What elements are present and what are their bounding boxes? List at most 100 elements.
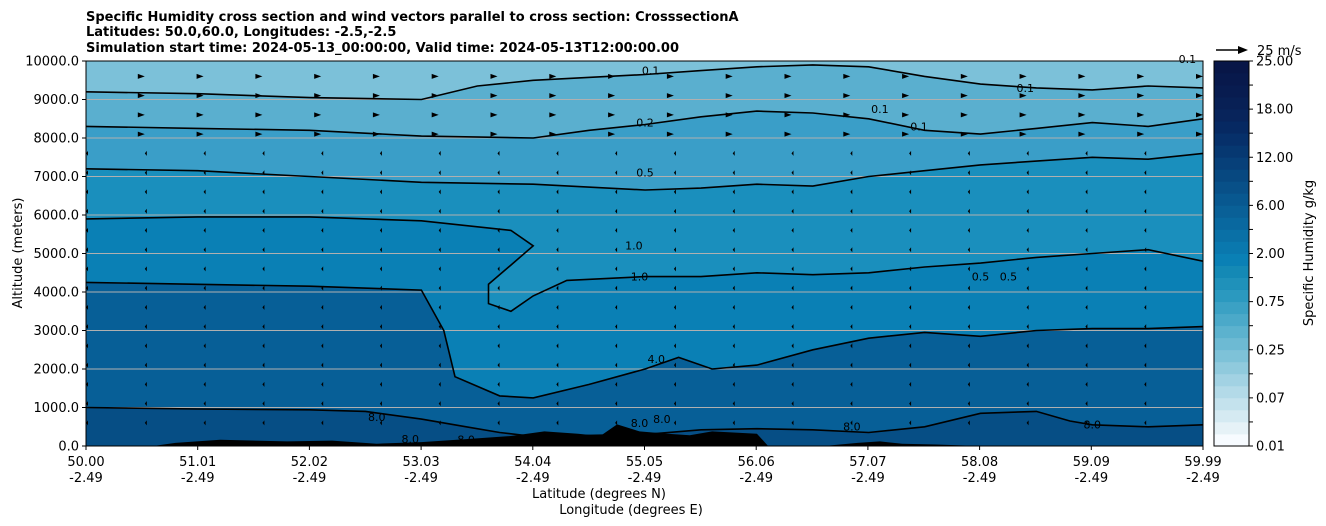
wind-arrow [372,93,380,99]
x-axis: 50.00-2.4951.01-2.4952.02-2.4953.03-2.49… [67,446,1222,486]
colorbar-tick-label: 12.00 [1256,151,1293,166]
x-tick-label-lat: 59.99 [1184,455,1221,470]
wind-arrow [438,150,441,156]
wind-arrow [615,227,618,233]
x-tick-label-lat: 59.09 [1073,455,1110,470]
wind-arrow [902,73,910,79]
wind-arrow [791,170,794,176]
wind-arrow [556,324,559,330]
wind-arrow [960,93,968,99]
wind-arrow [615,381,618,387]
wind-arrow [967,150,970,156]
wind-arrow [732,401,735,407]
wind-arrow [791,150,794,156]
colorbar-tick-label: 2.00 [1256,247,1285,262]
colorbar-band [1214,277,1249,290]
wind-arrow [673,420,676,426]
contour-label: 8.0 [457,434,475,447]
wind-arrow [203,247,206,253]
wind-arrow [497,381,500,387]
contour-line-0-2 [86,110,1203,139]
wind-arrow [203,170,206,176]
wind-arrow [967,324,970,330]
y-tick-label: 10000.0 [25,55,79,70]
wind-arrow [1078,93,1086,99]
wind-arrow [438,247,441,253]
colorbar-band [1214,397,1249,411]
wind-arrow [666,93,674,99]
wind-arrow [79,132,86,137]
wind-arrow [137,73,145,79]
wind-arrow [203,150,206,156]
wind-arrow [791,401,794,407]
wind-arrow [203,208,206,214]
x-tick-label-lat: 52.02 [291,455,328,470]
wind-arrow [556,208,559,214]
wind-arrow [615,362,618,368]
wind-arrow [86,420,88,426]
wind-arrow [203,381,206,387]
wind-arrow [850,189,853,195]
wind-arrow [203,227,206,233]
wind-arrow [438,304,441,310]
wind-arrow [203,420,206,426]
wind-arrow [1085,170,1088,176]
wind-arrow [490,112,498,118]
wind-arrow [1144,401,1147,407]
wind-arrow [909,266,912,272]
wind-arrow [967,381,970,387]
wind-arrow [673,304,676,310]
wind-arrow [850,227,853,233]
wind-arrow [1144,362,1147,368]
wind-arrow [497,170,500,176]
wind-arrow [372,73,380,79]
wind-arrow [379,208,382,214]
colorbar-band [1214,229,1249,242]
humidity-band-4-0 [86,282,1203,446]
wind-arrow [438,266,441,272]
title-line-2: Latitudes: 50.0,60.0, Longitudes: -2.5,-… [86,25,396,40]
colorbar-label: Specific Humidity g/kg [1302,180,1317,326]
x-tick-label-lat: 53.03 [402,455,439,470]
wind-arrow [1144,247,1147,253]
wind-arrow [497,343,500,349]
wind-arrow [321,170,324,176]
wind-arrow [608,112,616,118]
wind-arrow [1026,304,1029,310]
wind-arrow [379,189,382,195]
wind-arrow [615,189,618,195]
wind-arrow [321,285,324,291]
wind-arrow [379,401,382,407]
wind-arrow [497,266,500,272]
wind-arrow [379,170,382,176]
contour-line-0-1 [86,64,1203,101]
wind-arrow [196,112,204,118]
colorbar: 0.010.070.250.752.006.0012.0018.0025.00 … [1213,55,1317,455]
wind-arrow [615,150,618,156]
wind-arrow [490,73,498,79]
wind-arrow [549,131,557,137]
wind-arrow [262,285,265,291]
wind-arrow [673,227,676,233]
wind-arrow [1144,304,1147,310]
wind-arrow [615,401,618,407]
wind-arrow [144,324,147,330]
wind-arrow [909,189,912,195]
colorbar-band [1214,421,1249,435]
wind-arrow [732,285,735,291]
contour-label: 0.5 [1000,270,1018,283]
wind-arrow [556,189,559,195]
wind-arrow [556,304,559,310]
colorbar-tick-label: 0.01 [1256,440,1285,455]
wind-arrow [843,73,851,79]
wind-arrow [1144,343,1147,349]
wind-arrow [86,343,88,349]
wind-arrow [314,93,322,99]
wind-arrow [556,401,559,407]
wind-arrow [1085,381,1088,387]
wind-arrow [497,208,500,214]
wind-arrow [967,362,970,368]
wind-arrow [144,285,147,291]
wind-arrow [262,343,265,349]
wind-arrow [1085,227,1088,233]
